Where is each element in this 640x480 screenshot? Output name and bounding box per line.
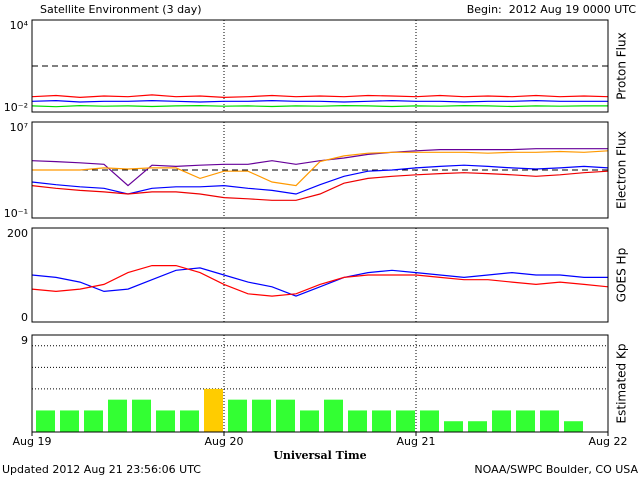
series-line bbox=[31, 99, 608, 103]
panel-frame bbox=[31, 227, 609, 323]
y-tick-label: 0 bbox=[21, 311, 28, 324]
bar bbox=[372, 410, 391, 432]
series-line bbox=[31, 148, 608, 187]
bar bbox=[396, 410, 415, 432]
begin-label: Begin: 2012 Aug 19 0000 UTC bbox=[467, 3, 637, 16]
y-tick-label: 9 bbox=[21, 334, 28, 347]
bar bbox=[84, 410, 103, 432]
updated-label: Updated 2012 Aug 21 23:56:06 UTC bbox=[2, 463, 201, 476]
y-tick-label: 10⁴ bbox=[10, 19, 29, 32]
bar bbox=[132, 399, 151, 432]
x-tick-label: Aug 19 bbox=[13, 435, 52, 448]
bar bbox=[204, 388, 223, 432]
bar bbox=[156, 410, 175, 432]
y-tick-label: 200 bbox=[7, 227, 28, 240]
bar bbox=[108, 399, 127, 432]
bar bbox=[252, 399, 271, 432]
panel-frame bbox=[31, 334, 609, 433]
series-line bbox=[31, 267, 608, 297]
bar bbox=[516, 410, 535, 432]
x-tick-label: Aug 21 bbox=[397, 435, 436, 448]
y-tick-label: 10⁻¹ bbox=[4, 207, 28, 220]
bar bbox=[348, 410, 367, 432]
series-line bbox=[31, 94, 609, 99]
bar bbox=[228, 399, 247, 432]
y-axis-label: GOES Hp bbox=[615, 248, 629, 302]
series-line bbox=[31, 265, 609, 297]
y-tick-label: 10⁻² bbox=[4, 101, 28, 114]
series-line bbox=[31, 104, 608, 108]
bar bbox=[180, 410, 199, 432]
bar bbox=[564, 421, 583, 432]
bar bbox=[468, 421, 487, 432]
bar bbox=[324, 399, 343, 432]
bar bbox=[300, 410, 319, 432]
series-line bbox=[31, 170, 609, 201]
bar bbox=[420, 410, 439, 432]
x-tick-label: Aug 22 bbox=[589, 435, 628, 448]
credit-label: NOAA/SWPC Boulder, CO USA bbox=[474, 463, 638, 476]
x-tick-label: Aug 20 bbox=[205, 435, 244, 448]
panel-frame bbox=[31, 121, 609, 219]
y-axis-label: Electron Flux bbox=[615, 131, 629, 209]
bar bbox=[276, 399, 295, 432]
bar bbox=[36, 410, 55, 432]
panel-frame bbox=[31, 19, 609, 113]
chart-title: Satellite Environment (3 day) bbox=[40, 3, 202, 16]
y-tick-label: 10⁷ bbox=[10, 121, 28, 134]
x-axis-label: Universal Time bbox=[273, 449, 366, 462]
bar bbox=[60, 410, 79, 432]
y-axis-label: Estimated Kp bbox=[615, 344, 629, 424]
y-axis-label: Proton Flux bbox=[615, 32, 629, 99]
bar bbox=[540, 410, 559, 432]
bar bbox=[444, 421, 463, 432]
series-line bbox=[32, 150, 609, 187]
bar bbox=[492, 410, 511, 432]
